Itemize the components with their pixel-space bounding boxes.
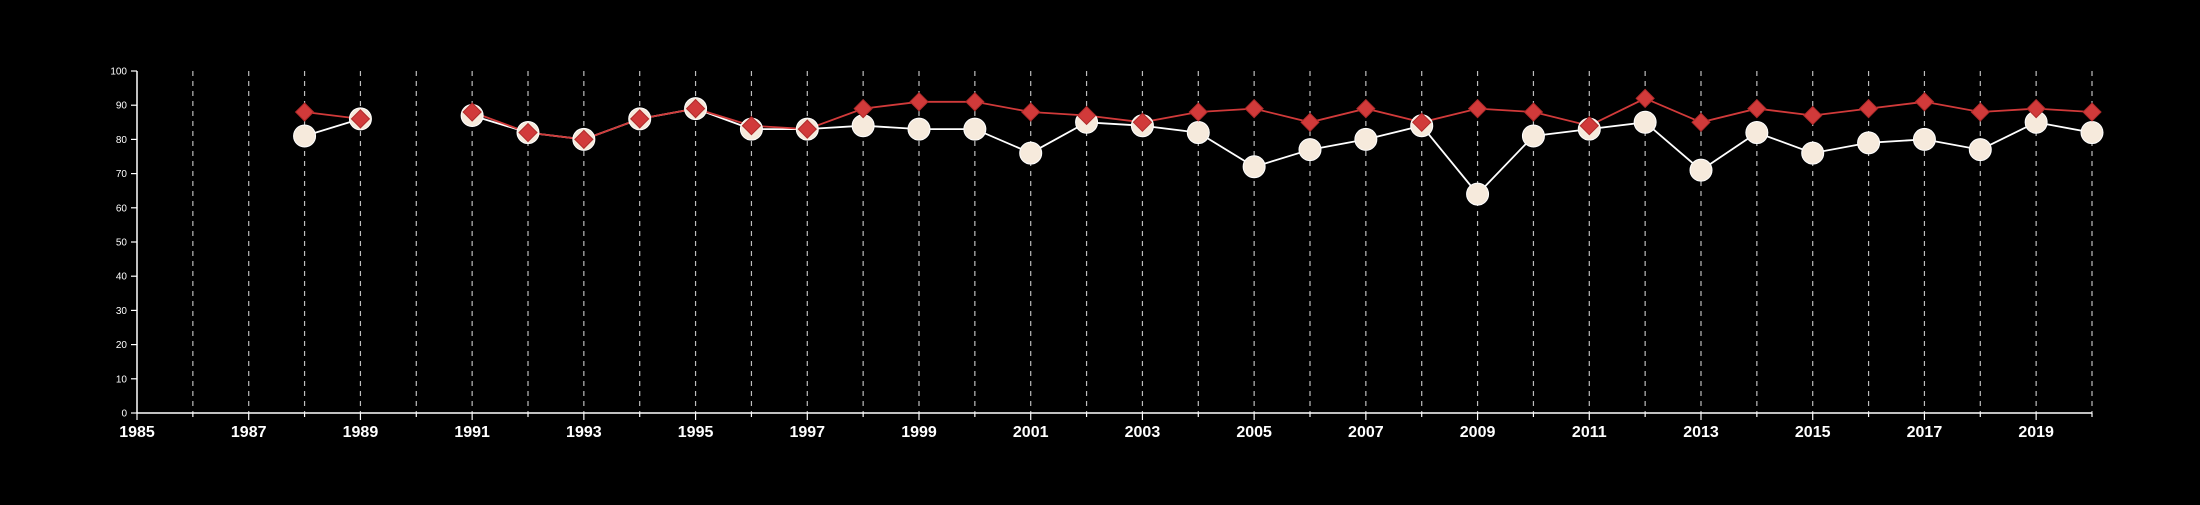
- x-tick-label: 2015: [1795, 424, 1831, 441]
- series-line-segment: [471, 97, 2093, 141]
- y-tick-label: 90: [116, 101, 128, 112]
- data-point-diamond: [1635, 88, 1655, 109]
- data-point-diamond: [1467, 98, 1488, 119]
- data-point-circle: [1186, 121, 1210, 145]
- data-point-circle: [1745, 121, 1769, 145]
- data-point-circle: [1242, 155, 1266, 179]
- data-point-diamond: [1356, 98, 1376, 119]
- x-tick-label: 2011: [1572, 424, 1607, 441]
- data-point-diamond: [1021, 102, 1041, 122]
- x-tick-label: 2017: [1907, 424, 1943, 441]
- data-point-circle: [1857, 131, 1881, 155]
- x-tick-label: 2013: [1683, 424, 1719, 441]
- data-point-diamond: [350, 109, 371, 129]
- data-point-diamond: [518, 122, 538, 143]
- y-tick-label: 40: [116, 272, 128, 283]
- y-tick-label: 80: [116, 135, 128, 146]
- data-point-circle: [1466, 182, 1490, 206]
- data-point-circle: [2080, 121, 2104, 145]
- data-point-diamond: [1188, 102, 1208, 122]
- data-point-circle: [1633, 110, 1657, 134]
- data-point-diamond: [2082, 102, 2102, 122]
- data-point-diamond: [853, 98, 873, 119]
- data-point-diamond: [1132, 112, 1153, 133]
- x-tick-label: 1997: [789, 424, 825, 441]
- data-point-diamond: [1523, 102, 1544, 122]
- data-point-diamond: [1244, 98, 1264, 119]
- data-point-circle: [1354, 127, 1378, 151]
- data-point-circle: [1912, 127, 1936, 151]
- x-tick-label: 2019: [2018, 424, 2054, 441]
- data-point-circle: [963, 117, 987, 141]
- data-point-circle: [1801, 141, 1825, 165]
- y-tick-label: 50: [116, 238, 128, 249]
- data-point-diamond: [1300, 112, 1320, 133]
- data-point-diamond: [1858, 98, 1879, 119]
- data-point-diamond: [574, 129, 594, 150]
- data-point-diamond: [1914, 92, 1935, 112]
- y-tick-label: 70: [116, 169, 128, 180]
- data-point-circle: [907, 117, 931, 141]
- data-point-diamond: [797, 119, 817, 139]
- y-tick-label: 60: [116, 203, 128, 214]
- data-point-circle: [1019, 141, 1043, 165]
- x-tick-label: 1991: [454, 424, 490, 441]
- data-point-circle: [1298, 138, 1322, 162]
- y-tick-label: 10: [116, 374, 128, 385]
- data-point-diamond: [2026, 98, 2046, 119]
- data-point-circle: [293, 124, 317, 148]
- series-line-segment: [471, 107, 2093, 196]
- y-tick-label: 100: [110, 67, 127, 78]
- x-tick-label: 2001: [1013, 424, 1049, 441]
- data-point-diamond: [1076, 105, 1097, 126]
- data-point-diamond: [630, 109, 650, 129]
- data-point-diamond: [1803, 105, 1823, 126]
- data-point-diamond: [741, 116, 762, 136]
- x-tick-label: 1995: [678, 424, 714, 441]
- data-point-circle: [1968, 138, 1992, 162]
- data-point-diamond: [1747, 98, 1767, 119]
- x-tick-label: 1999: [901, 424, 937, 441]
- data-point-circle: [1689, 158, 1713, 182]
- x-tick-label: 1987: [231, 424, 267, 441]
- x-tick-label: 1989: [343, 424, 379, 441]
- data-point-diamond: [685, 98, 706, 119]
- data-point-diamond: [1579, 116, 1599, 136]
- data-point-diamond: [1970, 102, 1990, 122]
- data-point-diamond: [294, 102, 315, 122]
- data-point-diamond: [909, 92, 929, 112]
- data-point-circle: [1521, 124, 1545, 148]
- y-tick-label: 0: [121, 409, 127, 420]
- x-tick-label: 2005: [1236, 424, 1272, 441]
- x-tick-label: 2009: [1460, 424, 1496, 441]
- x-tick-label: 1993: [566, 424, 602, 441]
- diamond-series-markers: [294, 88, 2102, 150]
- data-point-diamond: [1412, 112, 1432, 133]
- x-tick-label: 1985: [119, 424, 155, 441]
- x-tick-label: 2007: [1348, 424, 1384, 441]
- data-point-diamond: [1691, 112, 1711, 133]
- data-point-diamond: [462, 102, 482, 122]
- x-tick-label: 2003: [1125, 424, 1161, 441]
- y-tick-label: 20: [116, 340, 128, 351]
- gridlines: [192, 71, 2093, 413]
- data-point-diamond: [965, 92, 985, 112]
- y-tick-label: 30: [116, 306, 128, 317]
